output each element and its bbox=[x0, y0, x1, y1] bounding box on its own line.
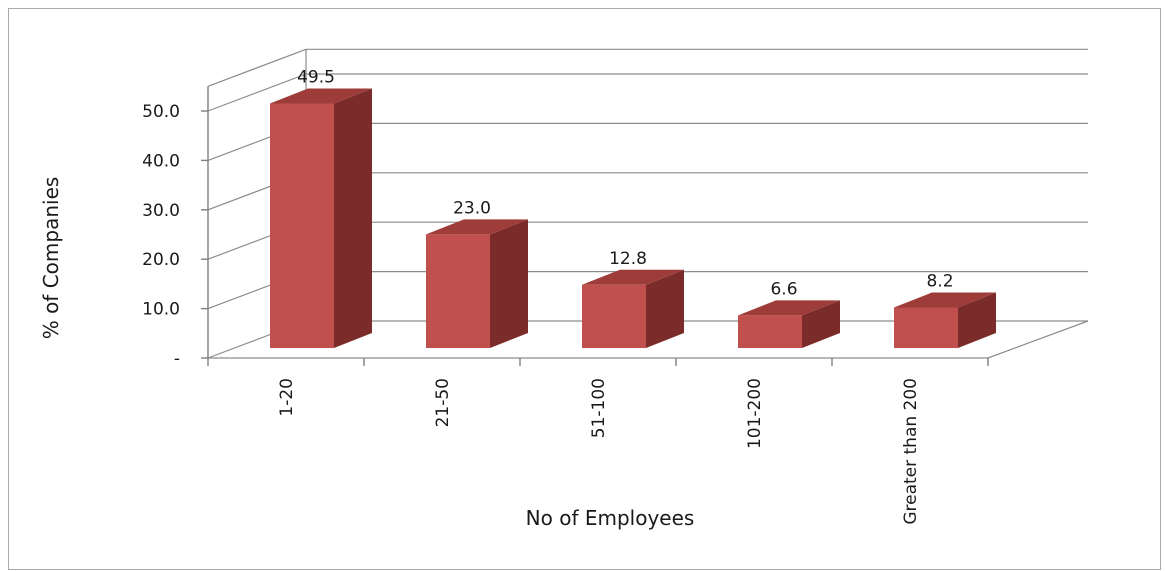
bar-side bbox=[490, 219, 528, 348]
bar bbox=[894, 292, 996, 348]
bar-top bbox=[582, 269, 684, 285]
axes bbox=[201, 86, 1089, 366]
bar bbox=[582, 269, 684, 348]
bar-top bbox=[894, 292, 996, 308]
bar-front bbox=[894, 307, 958, 348]
data-label: 8.2 bbox=[926, 271, 953, 291]
data-label: 6.6 bbox=[770, 279, 797, 299]
y-tick-label: - bbox=[174, 349, 180, 369]
bar-top bbox=[738, 300, 840, 316]
y-tick-label: 10.0 bbox=[142, 300, 180, 320]
y-tick-label: 20.0 bbox=[142, 250, 180, 270]
y-tick-label: 40.0 bbox=[142, 151, 180, 171]
bar-side bbox=[646, 269, 684, 348]
bars bbox=[270, 88, 996, 348]
wall-top-edge bbox=[207, 48, 307, 87]
bar-front bbox=[426, 234, 490, 348]
x-tick-label: 21-50 bbox=[433, 378, 453, 427]
bar bbox=[270, 88, 372, 348]
data-label: 12.8 bbox=[609, 249, 647, 269]
x-axis-title: No of Employees bbox=[526, 506, 695, 530]
y-axis-title: % of Companies bbox=[39, 177, 63, 340]
gridline-side bbox=[207, 73, 307, 112]
y-tick-label: 50.0 bbox=[142, 102, 180, 122]
bar-front bbox=[738, 315, 802, 348]
bar-top bbox=[426, 219, 528, 235]
bar-side bbox=[334, 88, 372, 348]
x-tick-label: 1-20 bbox=[277, 378, 297, 417]
x-tick-label: 51-100 bbox=[589, 378, 609, 438]
bar-front bbox=[270, 103, 334, 348]
bar-top bbox=[270, 88, 372, 104]
bar-side bbox=[958, 292, 996, 348]
bar-side bbox=[802, 300, 840, 348]
labels: - 10.0 20.0 30.0 40.0 50.0 49.5 1-20 23.0 21-50 12… bbox=[142, 67, 953, 524]
bar bbox=[738, 300, 840, 348]
x-tick-label: 101-200 bbox=[745, 378, 765, 449]
x-tick-label: Greater than 200 bbox=[901, 378, 921, 525]
data-label: 49.5 bbox=[297, 67, 335, 87]
y-tick-label: 30.0 bbox=[142, 201, 180, 221]
bar-front bbox=[582, 284, 646, 348]
bar bbox=[426, 219, 528, 348]
data-label: 23.0 bbox=[453, 198, 491, 218]
